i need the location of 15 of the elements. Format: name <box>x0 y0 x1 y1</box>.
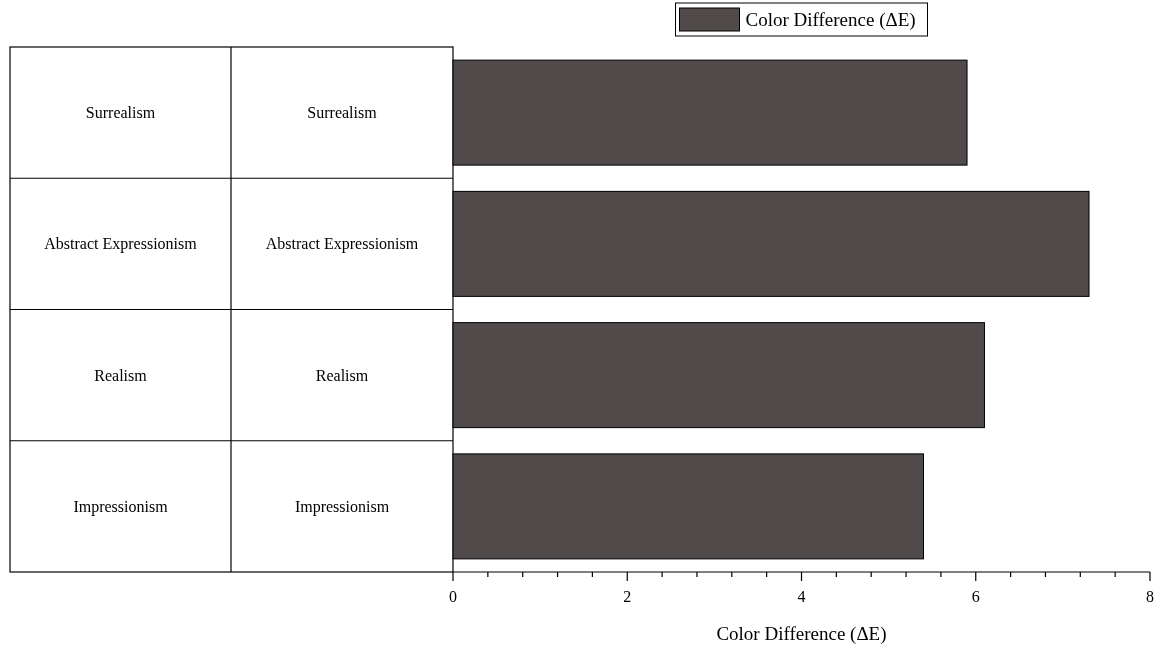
x-tick-label: 0 <box>449 588 457 605</box>
category-label: Abstract Expressionism <box>44 235 197 253</box>
y-tick-label: Abstract Expressionism <box>265 235 419 254</box>
category-label: Realism <box>94 366 147 384</box>
legend-label: Color Difference (ΔE) <box>745 9 916 31</box>
x-axis-title: Color Difference (ΔE) <box>716 623 887 645</box>
category-label: Surrealism <box>85 104 156 122</box>
x-tick-label: 4 <box>797 588 806 605</box>
y-tick-label: Surrealism <box>307 104 378 122</box>
x-tick-label: 8 <box>1146 588 1154 605</box>
category-label: Impressionism <box>73 497 168 515</box>
x-tick-label: 6 <box>971 588 980 605</box>
y-tick-label: Impressionism <box>294 497 390 516</box>
x-tick-label: 2 <box>623 588 632 605</box>
y-tick-label: Realism <box>315 366 369 384</box>
